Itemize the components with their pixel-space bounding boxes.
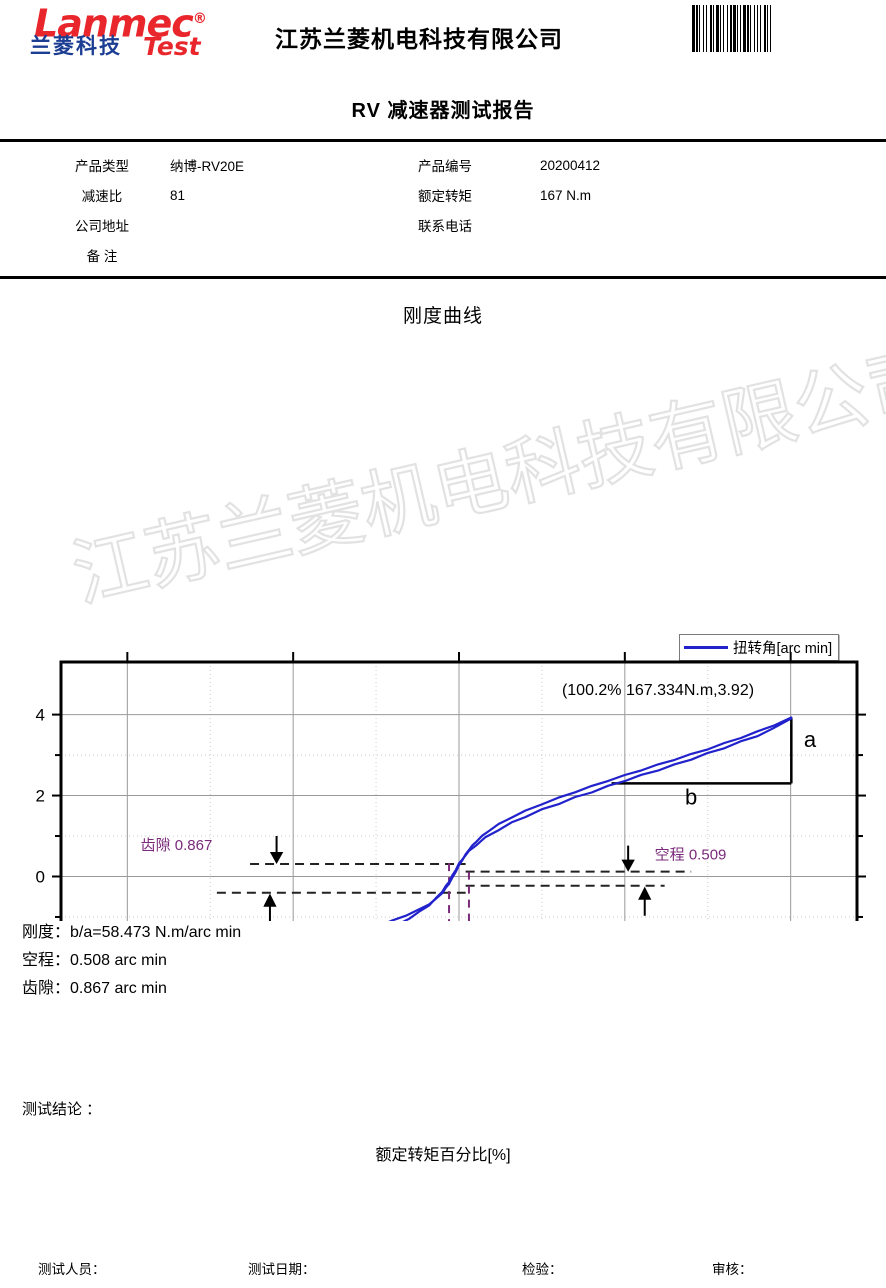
info-label-rated-torque: 额定转矩 <box>418 189 472 204</box>
svg-text:齿隙 0.867: 齿隙 0.867 <box>141 837 213 854</box>
logo-wordmark: Lanmec® <box>34 2 207 43</box>
svg-text:2: 2 <box>36 787 45 806</box>
table-row: 备 注 <box>0 240 886 270</box>
table-row: 公司地址 联系电话 <box>0 210 886 240</box>
result-backlash: 齿隙：0.867 arc min <box>22 980 167 997</box>
svg-text:(100.2% 167.334N.m,3.92): (100.2% 167.334N.m,3.92) <box>562 682 754 699</box>
footer-approver: 审核： <box>712 1262 753 1277</box>
legend-label: 扭转角[arc min] <box>733 641 833 657</box>
footer-tester: 测试人员： <box>38 1262 106 1277</box>
svg-text:4: 4 <box>36 706 45 725</box>
result-stiffness: 刚度：b/a=58.473 N.m/arc min <box>22 924 242 941</box>
chart-tick-labels: -4-2024-1000100 <box>36 706 45 887</box>
table-row: 减速比 81 额定转矩 167 N.m <box>0 180 886 210</box>
chart-x-axis-label: 额定转矩百分比[%] <box>375 1147 511 1164</box>
logo-chinese-name: 兰菱科技 <box>30 35 122 58</box>
chart-series <box>388 716 793 921</box>
report-title: RV 减速器测试报告 <box>351 100 535 122</box>
chart-gridlines-minor <box>61 662 857 921</box>
info-value-rated-torque: 167 N.m <box>540 187 592 203</box>
divider-info-bottom <box>0 276 886 279</box>
info-value-ratio: 81 <box>170 187 186 203</box>
results-summary: 刚度：b/a=58.473 N.m/arc min 空程：0.508 arc m… <box>0 919 886 1003</box>
stiffness-chart: 刚度曲线 扭转角[arc min] 江苏兰菱机电科技有限公司 -4-2024-1… <box>0 301 886 1164</box>
company-logo: Lanmec® 兰菱科技 Test <box>30 2 230 60</box>
info-label-product-type: 产品类型 <box>75 159 129 174</box>
divider-top <box>0 139 886 142</box>
result-lost-motion: 空程：0.508 arc min <box>22 952 167 969</box>
chart-ticks <box>52 652 866 918</box>
info-label-address: 公司地址 <box>75 219 129 234</box>
svg-text:a: a <box>804 727 817 752</box>
logo-test-word: Test <box>143 32 201 61</box>
chart-canvas: 江苏兰菱机电科技有限公司 -4-2024-1000100 (100.2% 167… <box>36 335 886 921</box>
svg-text:空程 0.509: 空程 0.509 <box>655 847 727 864</box>
registered-mark-icon: ® <box>192 11 207 27</box>
info-label-ratio: 减速比 <box>81 189 123 204</box>
info-value-product-type: 纳博-RV20E <box>170 159 245 174</box>
chart-title: 刚度曲线 <box>402 306 483 327</box>
chart-annotations <box>216 717 793 921</box>
footer-inspector: 检验： <box>522 1262 563 1277</box>
svg-text:0: 0 <box>36 868 45 887</box>
chart-annotation-labels: (100.2% 167.334N.m,3.92)(-100.08% 167.13… <box>141 682 817 864</box>
watermark: 江苏兰菱机电科技有限公司 <box>64 335 886 618</box>
legend-line-swatch <box>684 646 728 649</box>
info-label-phone: 联系电话 <box>418 219 472 234</box>
footer-test-date: 测试日期： <box>248 1262 316 1277</box>
chart-legend: 扭转角[arc min] <box>679 634 840 661</box>
company-name: 江苏兰菱机电科技有限公司 <box>275 26 563 52</box>
info-value-product-no: 20200412 <box>540 157 601 173</box>
info-label-product-no: 产品编号 <box>418 159 472 174</box>
svg-text:江苏兰菱机电科技有限公司: 江苏兰菱机电科技有限公司 <box>65 336 886 617</box>
conclusion-label: 测试结论 ： <box>22 1101 102 1118</box>
table-row: 产品类型 纳博-RV20E 产品编号 20200412 <box>0 150 886 180</box>
info-label-remark: 备 注 <box>86 249 118 264</box>
logo-wordmark-text: Lanmec <box>34 1 194 46</box>
product-info-table: 产品类型 纳博-RV20E 产品编号 20200412 减速比 81 额定转矩 … <box>0 142 886 276</box>
barcode-icon <box>692 5 804 52</box>
chart-gridlines-major <box>61 662 857 921</box>
page-header: Lanmec® 兰菱科技 Test 江苏兰菱机电科技有限公司 <box>0 0 886 72</box>
svg-text:b: b <box>685 784 697 809</box>
